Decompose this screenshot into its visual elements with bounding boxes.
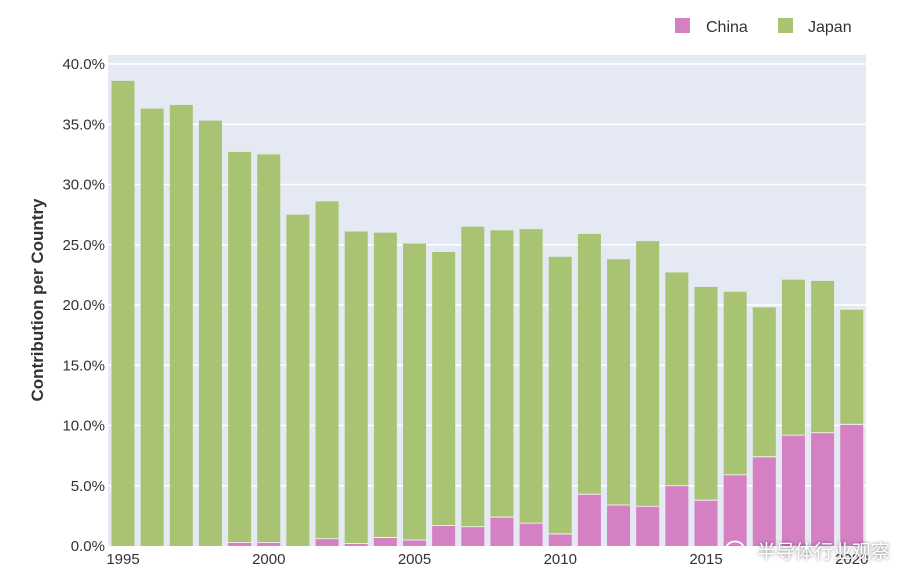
x-tick-label: 1995 [106, 551, 139, 568]
legend-swatch-china [675, 18, 690, 33]
y-tick-label: 0.0% [71, 538, 105, 555]
y-tick-label: 30.0% [62, 177, 105, 194]
bar-china [257, 542, 281, 546]
bar-japan [811, 280, 835, 433]
bar-china [577, 494, 601, 546]
bar-japan [140, 108, 164, 547]
y-tick-label: 10.0% [62, 418, 105, 435]
bars [111, 80, 864, 547]
bar-japan [403, 243, 426, 540]
wechat-icon [725, 540, 751, 560]
bar-japan [315, 201, 339, 539]
bar-china [373, 537, 397, 546]
bar-japan [198, 120, 222, 546]
x-axis-ticks: 1995 2000 2005 2010 2015 2020 [106, 551, 868, 568]
bar-china [344, 543, 368, 546]
bar-japan [665, 272, 689, 486]
bar-china [694, 500, 718, 546]
bar-china [781, 435, 805, 546]
x-tick-label: 2000 [252, 551, 285, 568]
y-axis-ticks: 0.0% 5.0% 10.0% 15.0% 20.0% 25.0% 30.0% 35.0% 40… [62, 56, 105, 555]
bar-japan [607, 259, 631, 506]
bar-china [840, 424, 864, 546]
bar-japan [781, 279, 805, 436]
y-axis-label: Contribution per Country [28, 198, 47, 402]
bar-japan [519, 229, 543, 524]
bar-japan [636, 241, 660, 507]
bar-china [403, 539, 426, 546]
y-tick-label: 20.0% [62, 297, 105, 314]
bar-japan [257, 154, 281, 543]
x-tick-label: 2005 [398, 551, 431, 568]
bar-japan [111, 80, 135, 547]
bar-japan [840, 309, 864, 425]
bar-china [752, 456, 776, 546]
watermark: 半导体行业观察 [725, 537, 890, 564]
bar-japan [373, 232, 397, 538]
y-tick-label: 5.0% [71, 478, 105, 495]
bar-japan [490, 230, 514, 518]
watermark-text: 半导体行业观察 [756, 541, 890, 563]
bar-china [519, 523, 543, 546]
bar-china [548, 533, 572, 546]
bar-china [607, 505, 631, 546]
bar-china [315, 538, 339, 546]
legend: China Japan [675, 18, 852, 36]
bar-china [461, 526, 485, 546]
bar-japan [577, 233, 601, 495]
bar-japan [548, 256, 572, 534]
bar-china [665, 485, 689, 546]
y-tick-label: 40.0% [62, 56, 105, 73]
bar-china [228, 542, 252, 546]
bar-japan [752, 307, 776, 457]
bar-japan [169, 104, 193, 546]
x-tick-label: 2010 [544, 551, 577, 568]
bar-china [723, 474, 747, 546]
bar-japan [723, 291, 747, 475]
bar-china [490, 517, 514, 546]
bar-japan [228, 151, 252, 543]
y-tick-label: 25.0% [62, 237, 105, 254]
x-tick-label: 2015 [689, 551, 722, 568]
bar-japan [344, 231, 368, 544]
bar-japan [286, 214, 310, 546]
bar-japan [432, 251, 456, 526]
legend-swatch-japan [778, 18, 793, 33]
bar-china [636, 506, 660, 546]
legend-label-japan: Japan [808, 19, 852, 36]
bar-japan [694, 286, 718, 501]
bar-japan [461, 226, 485, 527]
y-tick-label: 15.0% [62, 357, 105, 374]
bar-china [811, 432, 835, 546]
legend-label-china: China [706, 19, 748, 36]
y-tick-label: 35.0% [62, 116, 105, 133]
x-tick-label: 2020 [835, 551, 868, 568]
bar-china [432, 525, 456, 546]
